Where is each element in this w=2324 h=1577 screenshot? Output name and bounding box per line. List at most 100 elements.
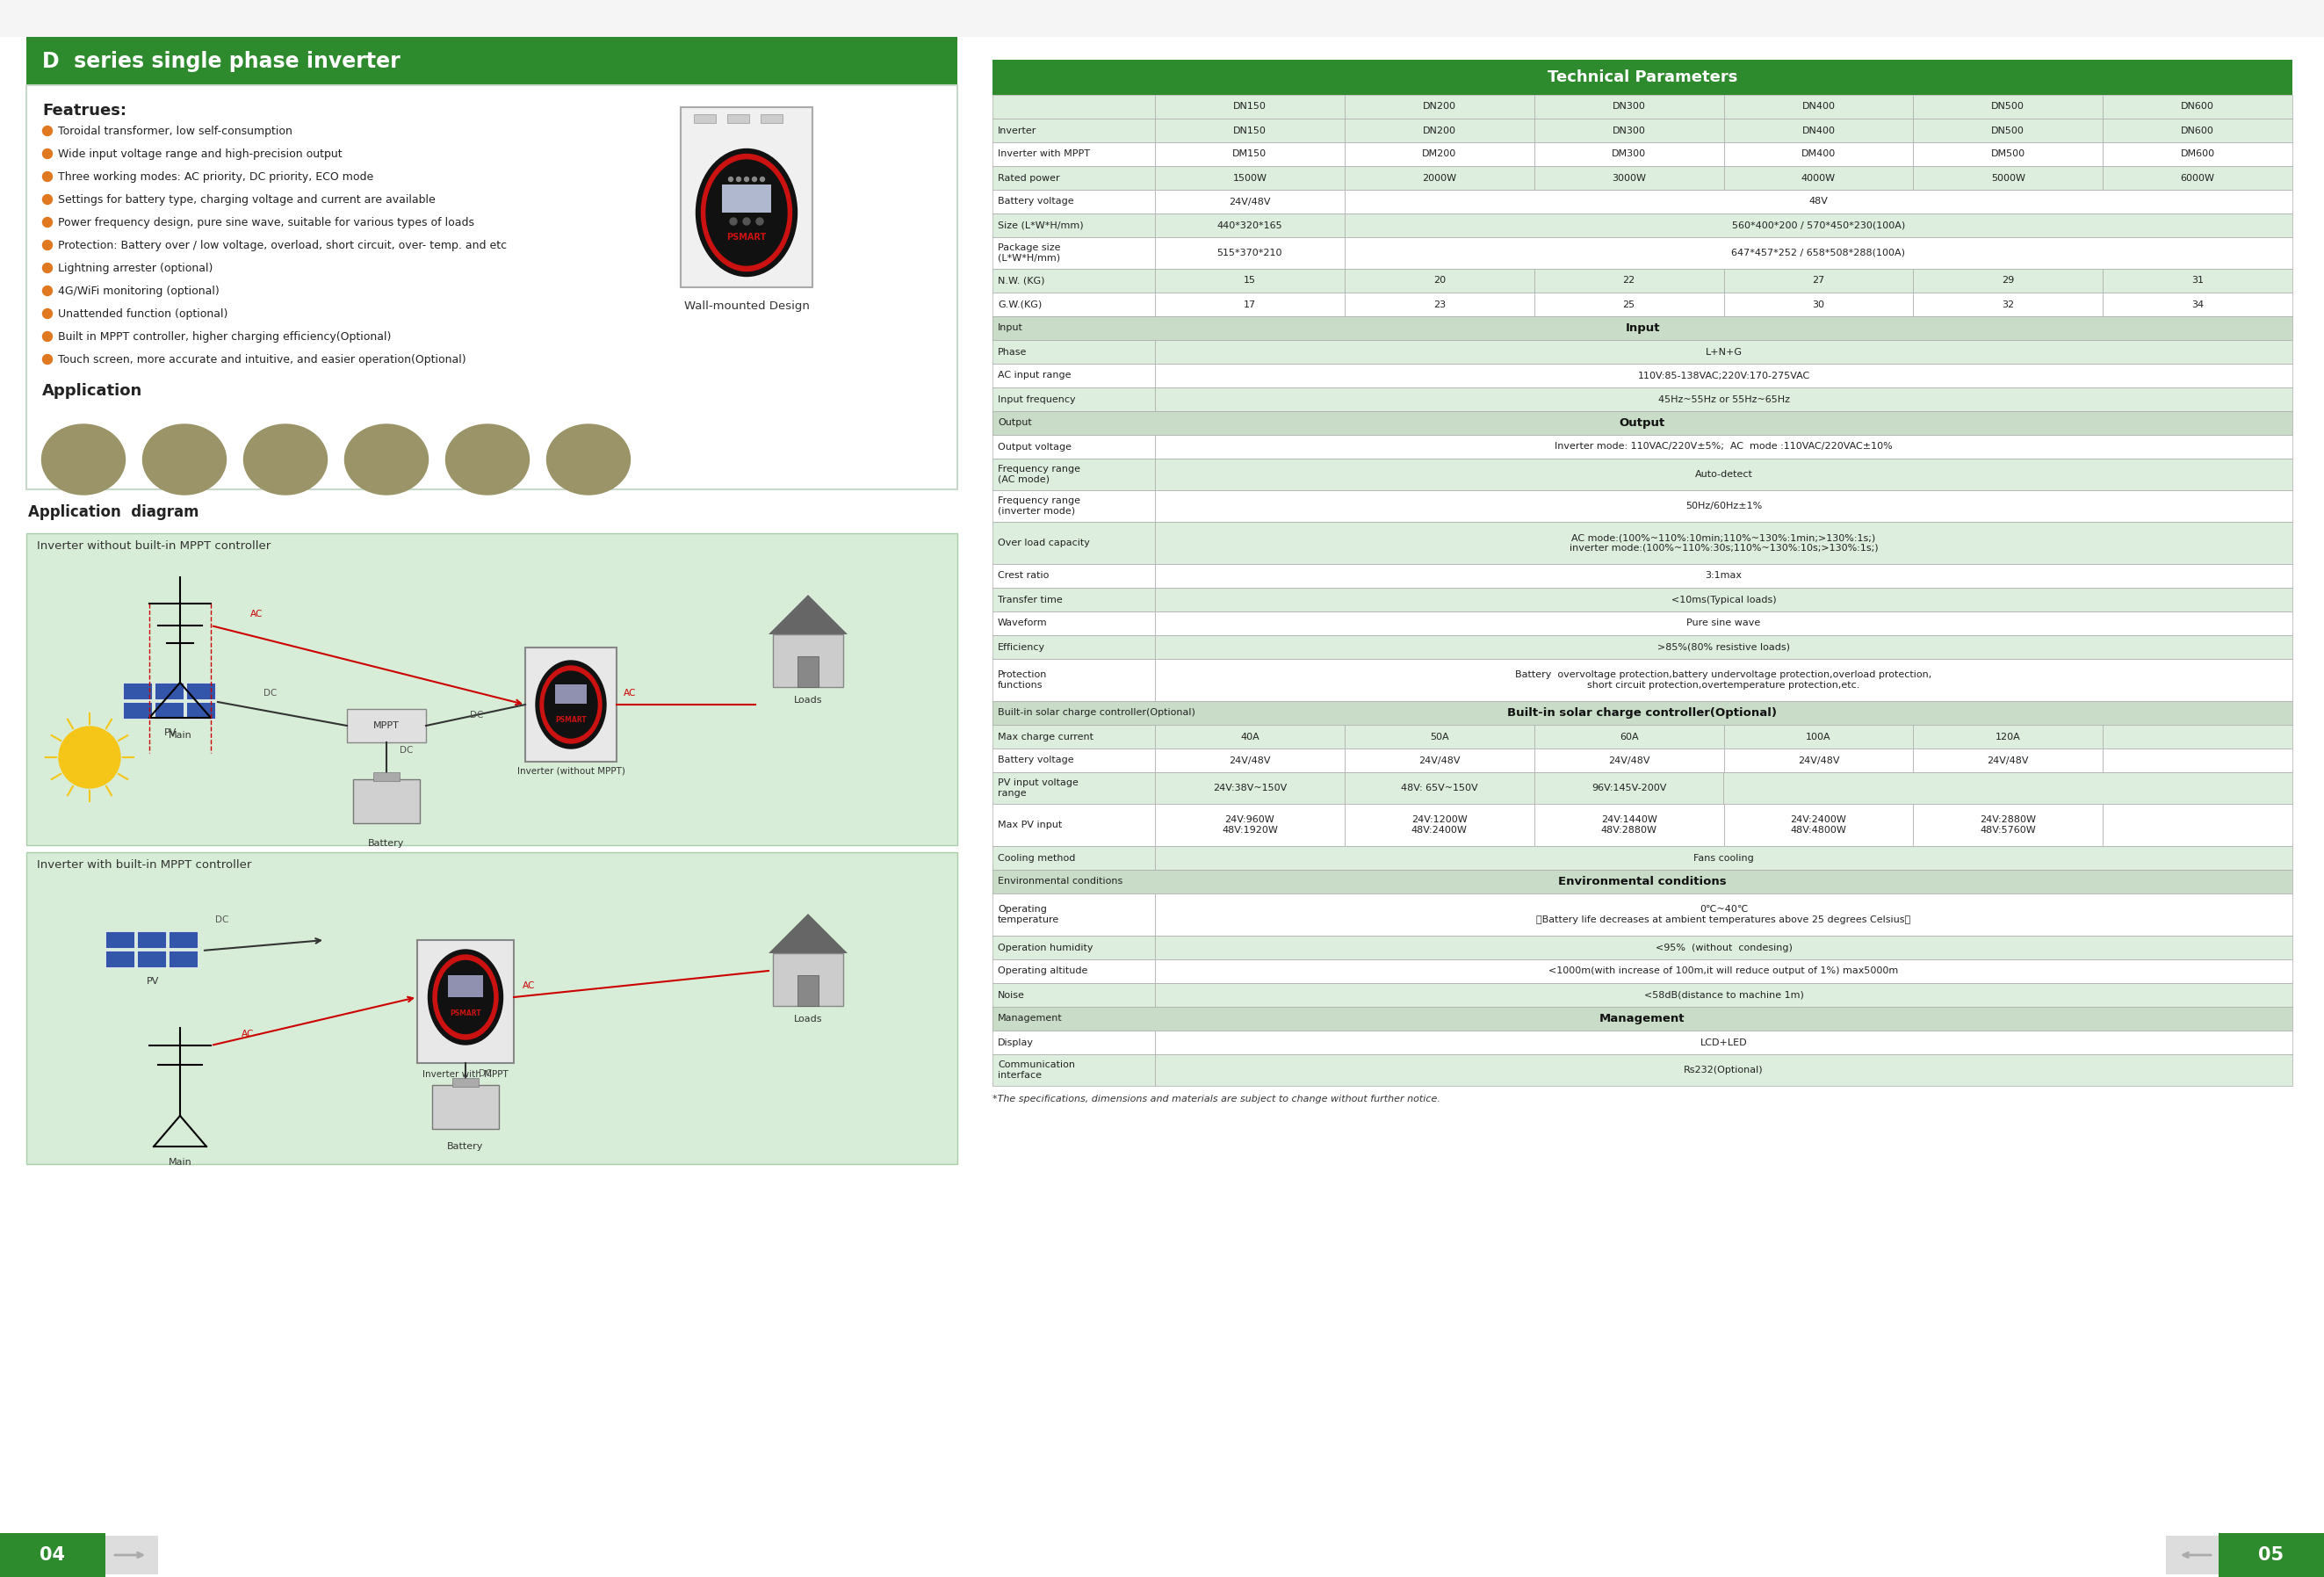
Text: DM600: DM600 bbox=[2180, 150, 2215, 159]
Bar bbox=[2103, 293, 2291, 317]
Text: Package size
(L*W*H/mm): Package size (L*W*H/mm) bbox=[997, 243, 1060, 262]
Bar bbox=[1155, 894, 2291, 935]
Text: 0℃~40℃
（Battery life decreases at ambient temperatures above 25 degrees Celsius）: 0℃~40℃ （Battery life decreases at ambien… bbox=[1536, 905, 1910, 924]
Text: Input frequency: Input frequency bbox=[997, 394, 1076, 404]
Text: Three working modes: AC priority, DC priority, ECO mode: Three working modes: AC priority, DC pri… bbox=[58, 170, 374, 183]
Text: 22: 22 bbox=[1622, 276, 1636, 285]
Text: Frequency range
(AC mode): Frequency range (AC mode) bbox=[997, 465, 1081, 484]
Circle shape bbox=[58, 727, 121, 788]
Text: D  series single phase inverter: D series single phase inverter bbox=[42, 50, 400, 73]
Text: Display: Display bbox=[997, 1038, 1034, 1047]
Text: 120A: 120A bbox=[1996, 732, 2020, 741]
Text: 2000W: 2000W bbox=[1422, 173, 1457, 183]
Text: Lightning arrester (optional): Lightning arrester (optional) bbox=[58, 262, 214, 274]
Text: Protection: Battery over / low voltage, overload, short circuit, over- temp. and: Protection: Battery over / low voltage, … bbox=[58, 240, 507, 251]
Bar bbox=[695, 114, 716, 123]
Text: Max PV input: Max PV input bbox=[997, 820, 1062, 830]
Text: Application  diagram: Application diagram bbox=[28, 505, 200, 520]
Bar bbox=[1724, 95, 1913, 118]
Bar bbox=[453, 1079, 479, 1087]
Bar bbox=[1346, 213, 2291, 237]
Text: DN400: DN400 bbox=[1801, 126, 1836, 136]
Text: Inverter mode: 110VAC/220V±5%;  AC  mode :110VAC/220VAC±10%: Inverter mode: 110VAC/220V±5%; AC mode :… bbox=[1555, 443, 1892, 451]
Text: 48V: 48V bbox=[1808, 197, 1829, 207]
Bar bbox=[137, 932, 165, 948]
Bar bbox=[2103, 95, 2291, 118]
Text: Built-in solar charge controller(Optional): Built-in solar charge controller(Optiona… bbox=[997, 708, 1195, 718]
Text: PSMART: PSMART bbox=[451, 1009, 481, 1017]
Text: <95%  (without  condesing): <95% (without condesing) bbox=[1655, 943, 1792, 953]
Text: 24V/48V: 24V/48V bbox=[1608, 755, 1650, 765]
Circle shape bbox=[42, 148, 51, 159]
Circle shape bbox=[730, 218, 737, 226]
Bar bbox=[1534, 95, 1724, 118]
Text: 3000W: 3000W bbox=[1613, 173, 1645, 183]
Text: DN300: DN300 bbox=[1613, 103, 1645, 110]
Text: 48V: 65V~150V: 48V: 65V~150V bbox=[1401, 784, 1478, 793]
Text: Battery: Battery bbox=[367, 839, 404, 848]
Bar bbox=[1724, 804, 1913, 845]
Polygon shape bbox=[769, 913, 848, 953]
Bar bbox=[1724, 166, 1913, 189]
Bar bbox=[2219, 1533, 2324, 1577]
Bar bbox=[992, 118, 1155, 142]
Text: DM500: DM500 bbox=[1992, 150, 2024, 159]
Bar bbox=[1724, 142, 1913, 166]
Text: Operating altitude: Operating altitude bbox=[997, 967, 1088, 976]
Ellipse shape bbox=[537, 661, 607, 749]
Text: 4000W: 4000W bbox=[1801, 173, 1836, 183]
Bar bbox=[1534, 773, 1724, 804]
Text: Fans cooling: Fans cooling bbox=[1694, 853, 1755, 863]
Text: Output: Output bbox=[1620, 418, 1666, 429]
Text: L+N+G: L+N+G bbox=[1706, 347, 1743, 356]
Bar bbox=[681, 107, 813, 287]
Text: DN150: DN150 bbox=[1234, 103, 1267, 110]
Bar bbox=[170, 932, 198, 948]
Text: 24V/48V: 24V/48V bbox=[1796, 755, 1838, 765]
Bar bbox=[2103, 142, 2291, 166]
Bar bbox=[992, 588, 1155, 612]
Ellipse shape bbox=[702, 155, 792, 271]
Bar bbox=[1346, 773, 1534, 804]
Bar bbox=[1155, 490, 2291, 522]
Bar bbox=[1346, 237, 2291, 268]
Bar bbox=[992, 612, 1155, 636]
Bar bbox=[992, 871, 1155, 894]
Text: Input: Input bbox=[997, 323, 1023, 333]
Text: Size (L*W*H/mm): Size (L*W*H/mm) bbox=[997, 221, 1083, 230]
Text: Unattended function (optional): Unattended function (optional) bbox=[58, 308, 228, 320]
Text: Cooling method: Cooling method bbox=[997, 853, 1076, 863]
Ellipse shape bbox=[428, 949, 502, 1044]
Bar bbox=[1913, 142, 2103, 166]
Bar bbox=[2103, 166, 2291, 189]
Bar bbox=[2103, 118, 2291, 142]
Bar bbox=[1534, 293, 1724, 317]
Bar bbox=[797, 656, 818, 688]
Text: >85%(80% resistive loads): >85%(80% resistive loads) bbox=[1657, 643, 1789, 651]
Text: Touch screen, more accurate and intuitive, and easier operation(Optional): Touch screen, more accurate and intuitiv… bbox=[58, 353, 467, 364]
Bar bbox=[1155, 268, 1346, 293]
Bar bbox=[992, 659, 1155, 702]
Bar bbox=[1155, 612, 2291, 636]
Bar bbox=[2103, 749, 2291, 773]
Bar bbox=[1913, 95, 2103, 118]
Bar bbox=[432, 1085, 500, 1129]
Bar bbox=[26, 852, 957, 1164]
Text: Environmental conditions: Environmental conditions bbox=[1559, 875, 1727, 888]
Bar bbox=[418, 940, 514, 1063]
Bar bbox=[1155, 189, 1346, 213]
Text: Battery: Battery bbox=[446, 1142, 483, 1151]
Text: DN400: DN400 bbox=[1801, 103, 1836, 110]
Text: 100A: 100A bbox=[1806, 732, 1831, 741]
Ellipse shape bbox=[706, 159, 788, 265]
Text: 96V:145V-200V: 96V:145V-200V bbox=[1592, 784, 1666, 793]
Bar bbox=[449, 975, 483, 997]
Bar bbox=[1913, 293, 2103, 317]
Text: 24V:38V~150V: 24V:38V~150V bbox=[1213, 784, 1287, 793]
Bar bbox=[374, 773, 400, 781]
Bar bbox=[1155, 845, 2291, 871]
Bar bbox=[1913, 268, 2103, 293]
Bar bbox=[1155, 435, 2291, 459]
Circle shape bbox=[760, 177, 765, 181]
Text: Inverter without built-in MPPT controller: Inverter without built-in MPPT controlle… bbox=[37, 541, 270, 552]
